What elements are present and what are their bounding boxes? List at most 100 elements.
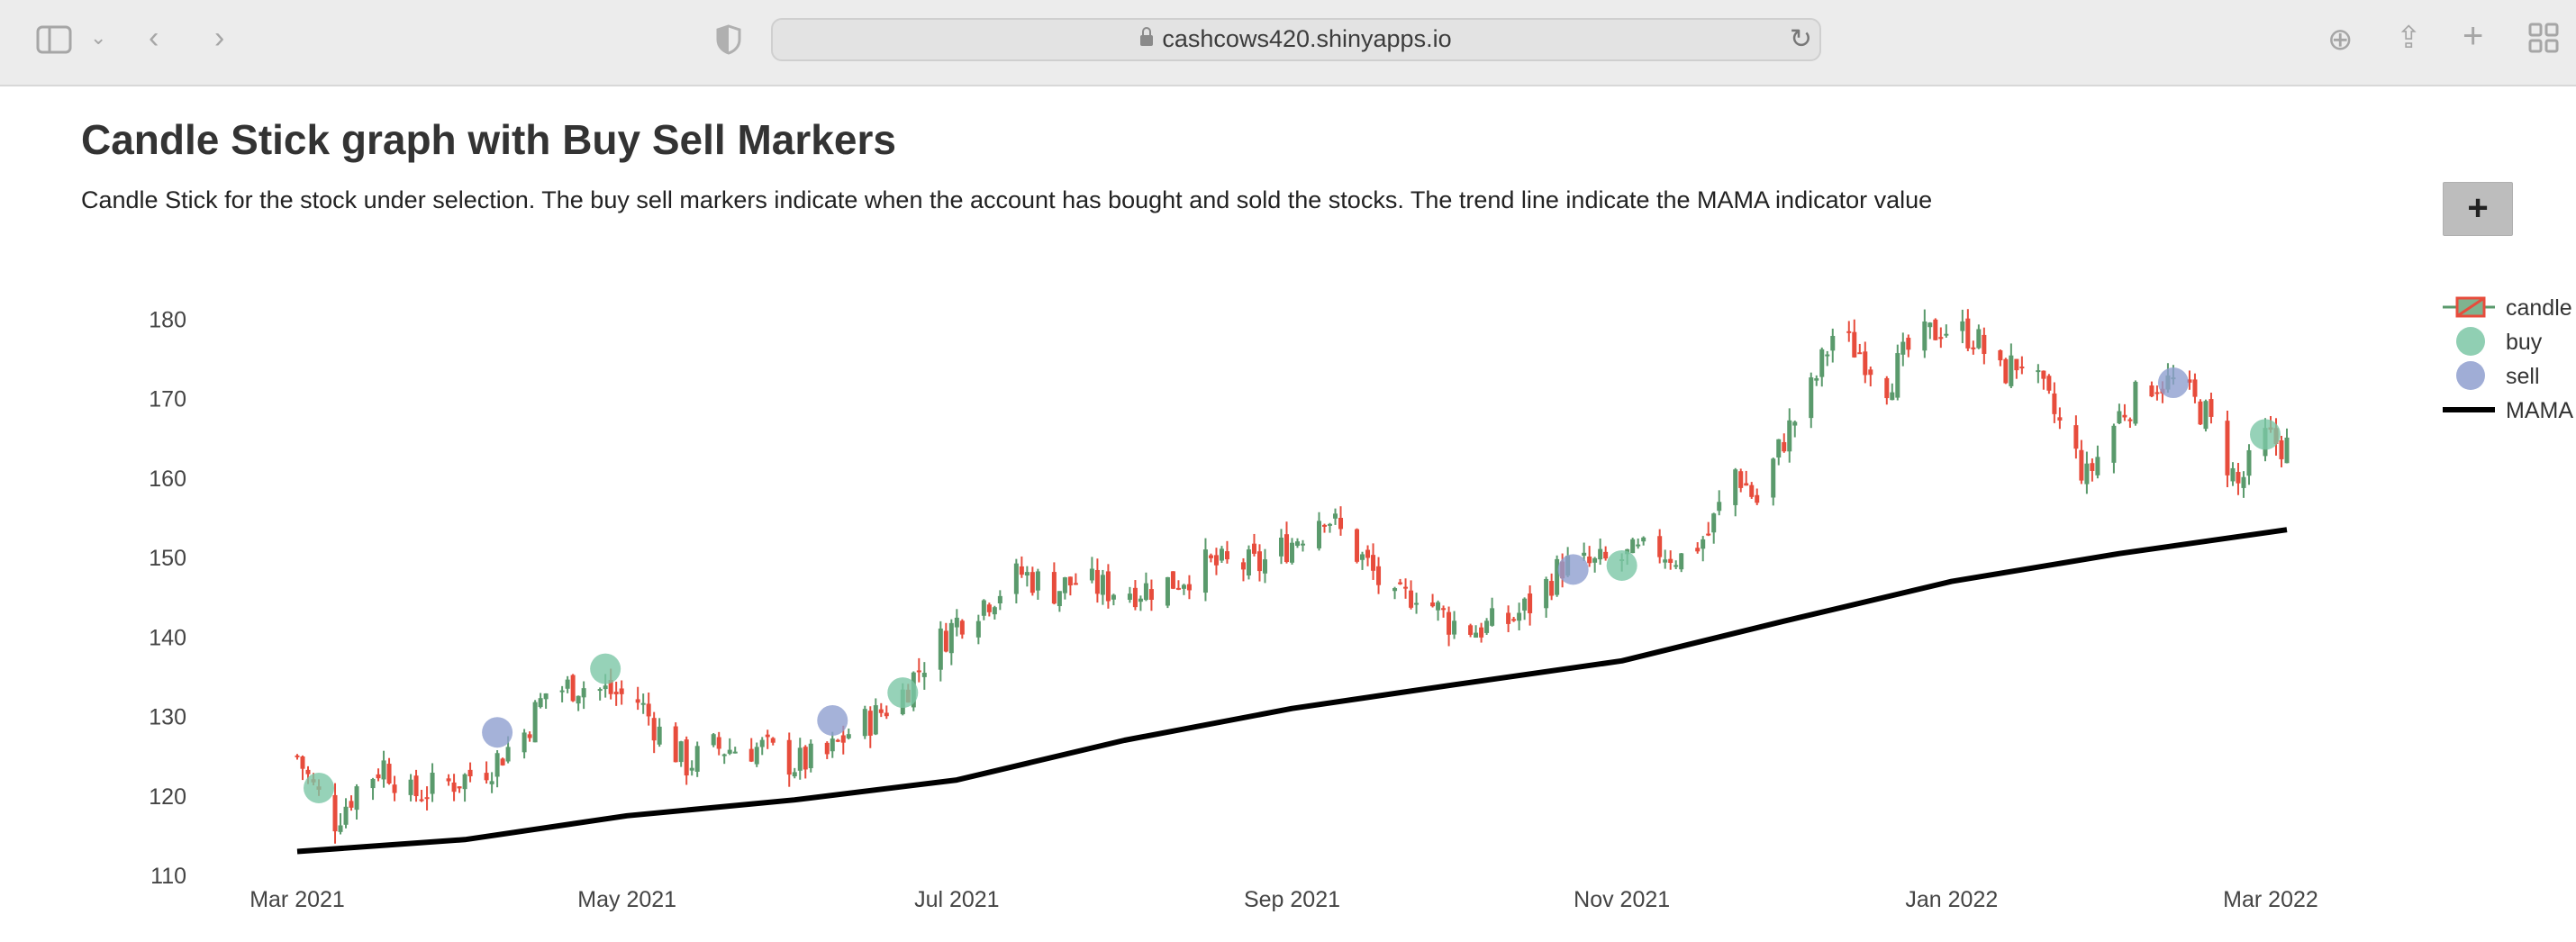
privacy-shield-icon[interactable] [715,23,742,56]
x-tick-label: May 2021 [577,887,676,912]
candle-increasing [1062,577,1067,593]
candle-increasing [2036,370,2041,373]
candle-decreasing [878,709,884,713]
candle-increasing [354,786,359,811]
candle-decreasing [1447,611,1452,635]
candle-increasing [1246,549,1251,575]
candle-decreasing [1019,566,1024,575]
candle-increasing [1301,543,1306,546]
candle-increasing [1522,598,1528,611]
y-tick-label: 160 [149,466,186,492]
candle-decreasing [1906,338,1911,350]
sidebar-toggle-icon[interactable] [36,22,72,58]
candle-decreasing [386,764,392,784]
chevron-down-icon[interactable]: ⌄ [90,26,107,49]
legend-candle-label[interactable]: candle [2506,295,2572,321]
candle-decreasing [1338,518,1344,530]
download-icon[interactable]: ⊕ [2327,23,2354,57]
candle-increasing [1452,620,1457,635]
x-tick-label: Sep 2021 [1244,887,1340,912]
candle-decreasing [2198,401,2203,425]
candle-increasing [2095,457,2100,476]
candle-increasing [830,738,835,752]
candle-decreasing [1755,494,1760,503]
candle-increasing [1414,602,1420,605]
legend-sell-label[interactable]: sell [2506,364,2540,389]
back-arrow-icon[interactable]: ‹ [149,21,159,55]
candle-increasing [1711,513,1717,533]
buy-marker[interactable] [1606,549,1637,581]
tab-overview-icon[interactable] [2527,22,2560,54]
buy-marker[interactable] [304,772,335,803]
candle-increasing [559,690,565,693]
legend-buy-label[interactable]: buy [2506,330,2543,355]
page-title: Candle Stick graph with Buy Sell Markers [81,116,896,163]
candle-decreasing [2041,370,2046,379]
candle-increasing [948,622,954,654]
buy-marker[interactable] [2249,419,2281,450]
candle-decreasing [1706,533,1711,536]
candle-decreasing [608,680,613,694]
sell-marker[interactable] [1557,554,1589,585]
candle-increasing [721,754,727,756]
sell-marker[interactable] [482,717,513,748]
buy-marker[interactable] [590,653,621,684]
candle-increasing [1013,563,1019,594]
candle-increasing [975,620,981,638]
candle-increasing [1138,598,1143,602]
candle-decreasing [986,604,992,612]
candle-decreasing [2279,439,2284,459]
candle-decreasing [332,794,338,832]
candle-increasing [543,693,549,700]
candle-decreasing [943,630,948,652]
candle-decreasing [2090,463,2095,471]
candle-increasing [657,726,662,745]
candle-increasing [1717,502,1722,512]
candle-increasing [1181,584,1186,589]
legend-mama-label[interactable]: MAMA [2506,398,2573,423]
candle-increasing [1328,523,1333,526]
candle-increasing [1544,578,1549,609]
new-tab-icon[interactable]: + [2463,16,2484,56]
address-bar[interactable]: cashcows420.shinyapps.io ↻ [771,18,1821,61]
reload-icon[interactable]: ↻ [1789,24,1812,54]
candle-increasing [1111,594,1116,600]
expand-button[interactable]: + [2443,182,2513,236]
candle-decreasing [500,758,505,765]
candle-increasing [1825,354,1830,357]
candle-decreasing [1782,441,1787,452]
candle-decreasing [1603,551,1609,559]
buy-marker[interactable] [887,677,919,709]
candle-decreasing [1240,562,1246,570]
candle-increasing [1679,553,1684,570]
candle-increasing [1819,349,1825,377]
candle-increasing [1165,576,1170,606]
candle-decreasing [1051,572,1057,604]
candle-decreasing [1403,586,1409,589]
candle-increasing [1830,335,1836,351]
candle-decreasing [1511,619,1517,621]
candle-increasing [1922,322,1927,351]
sell-marker[interactable] [817,704,848,736]
candle-increasing [2284,437,2290,464]
x-tick-label: Mar 2021 [249,887,345,912]
forward-arrow-icon[interactable]: › [214,21,225,55]
candle-decreasing [1749,485,1755,497]
candle-increasing [1582,552,1587,557]
sell-marker[interactable] [2157,367,2189,399]
candle-increasing [797,747,803,771]
candle-increasing [1202,549,1208,593]
candle-decreasing [651,718,657,741]
candle-increasing [1484,620,1490,633]
share-icon[interactable]: ⇪ [2396,21,2422,55]
candle-decreasing [2192,379,2198,397]
candle-decreasing [1868,369,1873,376]
candle-decreasing [1863,351,1868,376]
candle-decreasing [2236,472,2241,484]
y-tick-label: 130 [149,705,186,730]
candle-increasing [532,702,538,743]
candle-increasing [1057,591,1062,607]
candle-decreasing [2154,392,2160,394]
candle-increasing [1792,421,1798,426]
candle-decreasing [840,735,846,743]
